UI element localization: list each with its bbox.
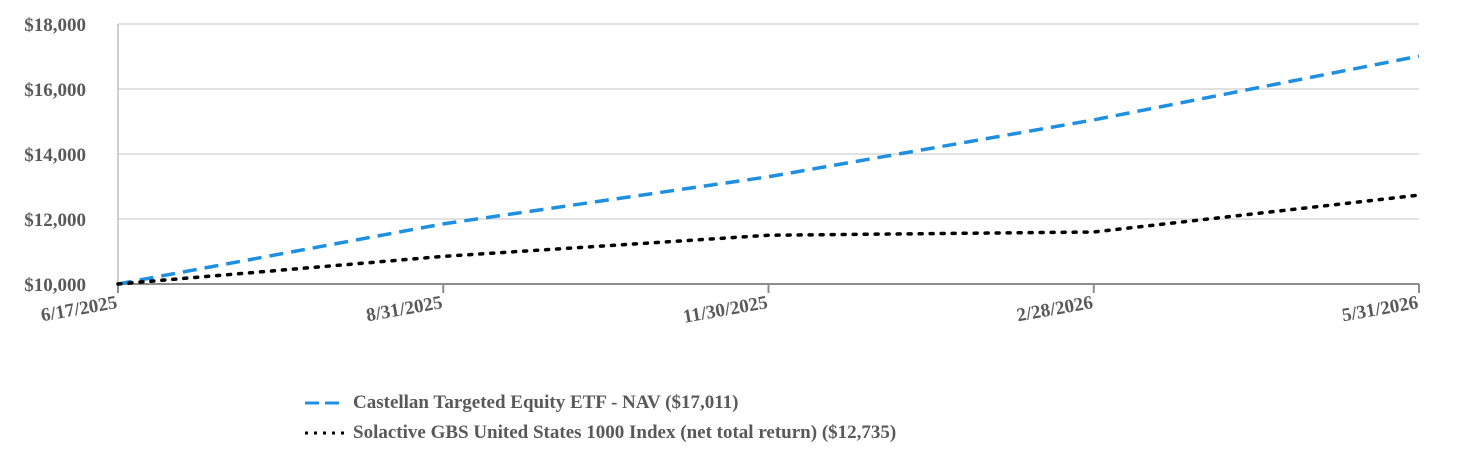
legend-item-castellan: Castellan Targeted Equity ETF - NAV ($17… xyxy=(303,388,896,418)
x-tick-label: 2/28/2026 xyxy=(1015,292,1095,326)
x-axis-tick-labels: 6/17/2025 8/31/2025 11/30/2025 2/28/2026 5/3… xyxy=(39,292,1420,328)
line-chart: $10,000 $12,000 $14,000 $16,000 $18,000 6/17… xyxy=(24,15,1421,328)
gridlines xyxy=(118,23,1419,220)
x-tick-label: 5/31/2026 xyxy=(1340,292,1420,326)
legend-swatch-dashed xyxy=(305,401,345,405)
y-tick-label: $14,000 xyxy=(24,145,86,166)
x-tick-label: 6/17/2025 xyxy=(39,292,119,326)
y-tick-label: $10,000 xyxy=(24,275,86,296)
y-tick-label: $18,000 xyxy=(24,15,86,36)
legend-label-castellan: Castellan Targeted Equity ETF - NAV ($17… xyxy=(353,392,739,413)
x-tick-label: 11/30/2025 xyxy=(682,292,770,328)
axes xyxy=(117,24,1420,293)
y-tick-label: $16,000 xyxy=(24,80,86,101)
x-tick-label: 8/31/2025 xyxy=(365,292,445,326)
series-line-castellan xyxy=(117,54,1420,286)
series-line-solactive xyxy=(116,193,1421,286)
legend-swatch-dotted xyxy=(305,431,345,435)
legend-label-solactive: Solactive GBS United States 1000 Index (… xyxy=(353,422,897,443)
y-tick-label: $12,000 xyxy=(24,210,86,231)
legend-item-solactive: Solactive GBS United States 1000 Index (… xyxy=(303,418,896,448)
legend: Castellan Targeted Equity ETF - NAV ($17… xyxy=(303,388,896,448)
series-lines xyxy=(116,54,1421,286)
y-axis-tick-labels: $10,000 $12,000 $14,000 $16,000 $18,000 xyxy=(24,15,86,296)
